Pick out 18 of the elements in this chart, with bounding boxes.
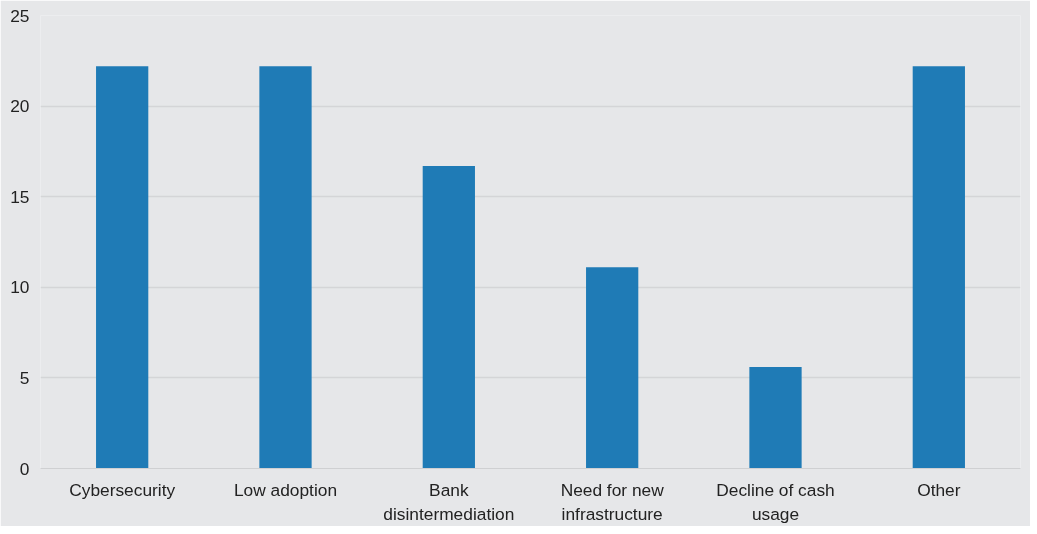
y-tick-label: 10 <box>10 277 30 298</box>
bar <box>749 367 802 469</box>
x-tick-label: Need for new infrastructure <box>560 479 665 524</box>
y-tick-label: 15 <box>10 186 30 207</box>
bar <box>422 165 475 469</box>
y-tick-label: 5 <box>19 367 30 388</box>
bar <box>259 66 312 469</box>
bar <box>96 66 149 469</box>
y-tick-label: 20 <box>10 96 30 117</box>
y-tick-label: 0 <box>19 458 30 479</box>
bar <box>586 267 639 469</box>
x-tick-label: Decline of cash usage <box>716 479 835 524</box>
y-tick-label: 25 <box>10 5 30 26</box>
bar <box>912 66 965 469</box>
x-tick-label: Low adoption <box>233 479 338 500</box>
x-tick-label: Cybersecurity <box>69 479 176 500</box>
x-tick-label: Bank disintermediation <box>383 479 515 524</box>
x-tick-label: Other <box>917 479 961 500</box>
